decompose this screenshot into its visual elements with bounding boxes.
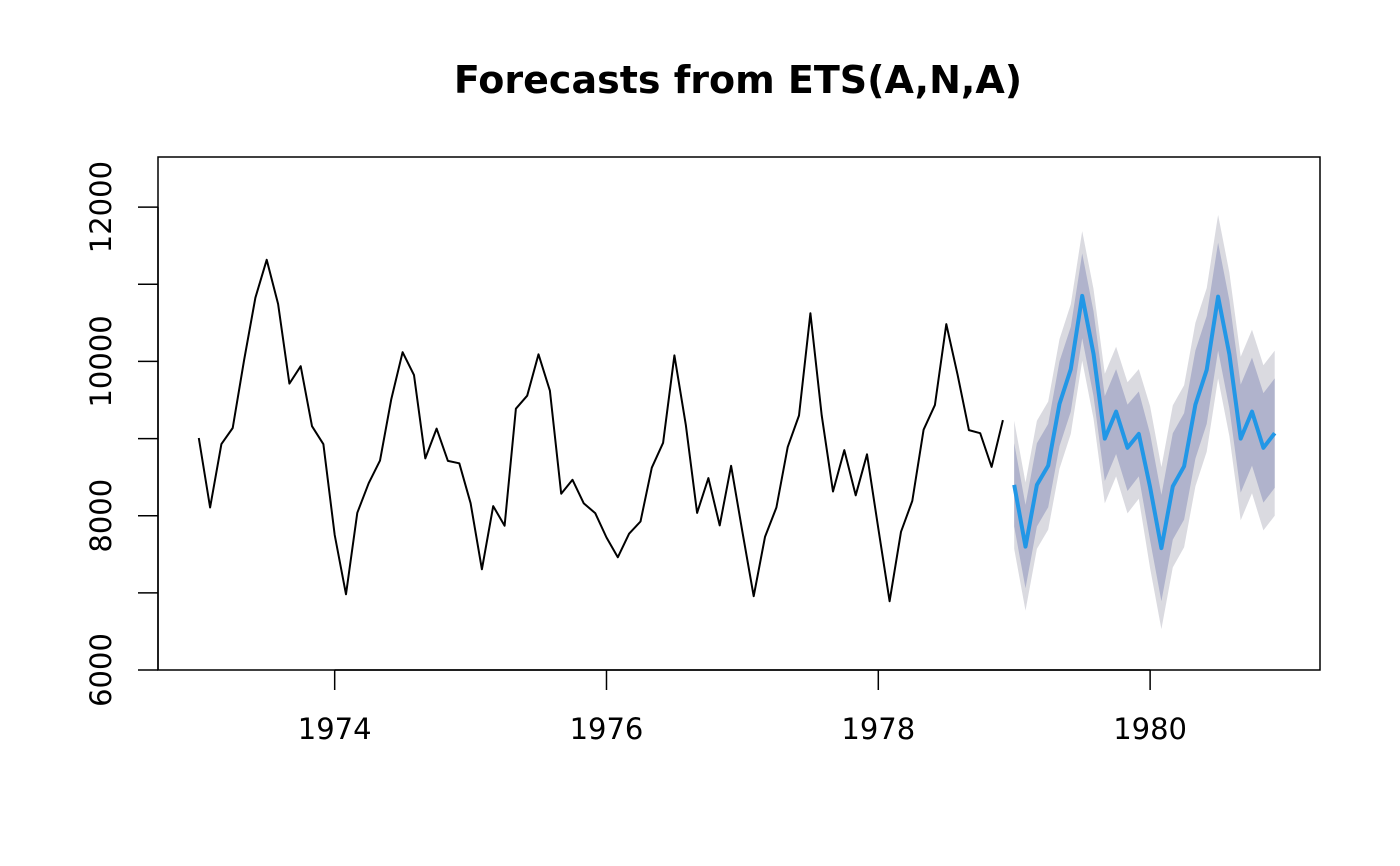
x-tick-label: 1974 [298, 712, 372, 746]
x-tick-label: 1976 [570, 712, 644, 746]
x-tick-label: 1978 [841, 712, 915, 746]
y-tick-label: 12000 [84, 161, 118, 253]
forecast-mean-line [1012, 293, 1277, 551]
series-lines [197, 258, 1277, 603]
x-axis: 1974 1976 1978 1980 [298, 669, 1187, 746]
y-tick-label: 8000 [84, 479, 118, 553]
chart-title: Forecasts from ETS(A,N,A) [454, 58, 1022, 102]
history-series-line [197, 258, 1004, 603]
x-tick-label: 1980 [1113, 712, 1187, 746]
y-axis: 6000 8000 10000 12000 [84, 161, 159, 707]
interval-80 [1014, 242, 1275, 602]
y-tick-label: 10000 [84, 315, 118, 407]
prediction-intervals [1014, 214, 1275, 630]
y-tick-label: 6000 [84, 633, 118, 707]
